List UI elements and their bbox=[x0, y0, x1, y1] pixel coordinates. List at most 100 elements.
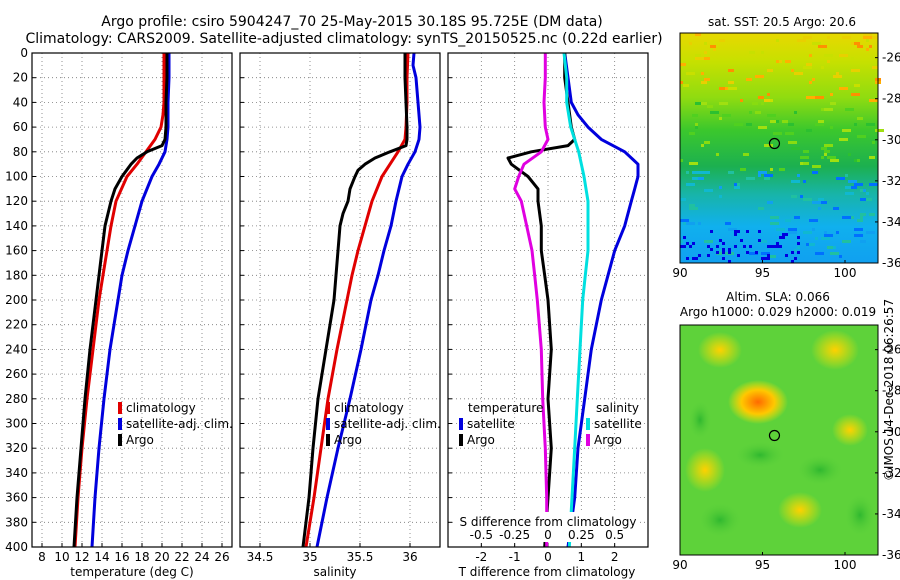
legend-argo-label: Argo bbox=[334, 433, 362, 447]
sst-pixel bbox=[815, 237, 818, 240]
sst-pixel bbox=[803, 198, 812, 201]
sst-pixel bbox=[809, 243, 815, 246]
sla-blob bbox=[796, 454, 844, 486]
sst-pixel bbox=[806, 243, 809, 246]
sst-pixel bbox=[842, 216, 851, 219]
sst-pixel bbox=[851, 186, 857, 189]
sst-pixel bbox=[722, 242, 725, 245]
sst-pixel bbox=[818, 201, 827, 204]
sst-pixel bbox=[728, 87, 737, 90]
sst-pixel bbox=[767, 69, 773, 72]
sst-pixel bbox=[719, 87, 725, 90]
sst-pixel bbox=[827, 156, 836, 159]
sst-pixel bbox=[722, 114, 731, 117]
sst-pixel bbox=[866, 192, 869, 195]
sst-pixel bbox=[866, 198, 872, 201]
sst-pixel bbox=[854, 123, 857, 126]
y-tick-label: 60 bbox=[13, 120, 28, 134]
x-tick-label: 34.5 bbox=[247, 550, 274, 564]
sst-pixel bbox=[827, 246, 833, 249]
s-tick-label: 0 bbox=[544, 528, 552, 542]
sst-pixel bbox=[866, 48, 869, 51]
sst-pixel bbox=[728, 171, 734, 174]
legend-argo-swatch bbox=[326, 434, 330, 446]
y-tick-label: 340 bbox=[5, 466, 28, 480]
sst-pixel bbox=[824, 108, 833, 111]
sst-pixel bbox=[695, 57, 704, 60]
sst-pixel bbox=[710, 45, 716, 48]
x-tick-label: 12 bbox=[74, 550, 89, 564]
sst-pixel bbox=[767, 245, 770, 248]
s-difference-label: S difference from climatology bbox=[460, 515, 637, 529]
sst-pixel bbox=[716, 245, 719, 248]
t-difference-xlabel: T difference from climatology bbox=[458, 565, 636, 579]
legend-argo-swatch bbox=[118, 434, 122, 446]
sst-pixel bbox=[737, 183, 740, 186]
sst-pixel bbox=[680, 198, 686, 201]
sst-pixel bbox=[803, 66, 812, 69]
sst-pixel bbox=[839, 138, 848, 141]
y-tick-label: 80 bbox=[13, 145, 28, 159]
sst-pixel bbox=[689, 204, 695, 207]
sst-pixel bbox=[824, 234, 833, 237]
sst-pixel bbox=[701, 171, 710, 174]
sst-pixel bbox=[695, 33, 701, 36]
sst-pixel bbox=[701, 81, 707, 84]
sst-pixel bbox=[770, 222, 779, 225]
sst-pixel bbox=[845, 108, 854, 111]
sst-pixel bbox=[824, 153, 827, 156]
sst-pixel bbox=[833, 75, 842, 78]
sst-pixel bbox=[749, 51, 755, 54]
sst-pixel bbox=[797, 242, 800, 245]
sst-pixel bbox=[680, 81, 683, 84]
map-x-tick-label: 95 bbox=[755, 558, 770, 572]
map-x-tick-label: 90 bbox=[672, 266, 687, 280]
temperature-axes-frame bbox=[31, 52, 233, 548]
sst-pixel bbox=[746, 78, 752, 81]
sst-pixel bbox=[752, 102, 758, 105]
sst-pixel bbox=[698, 102, 707, 105]
temperature-xlabel: temperature (deg C) bbox=[70, 565, 193, 579]
legend-temperature-title: temperature bbox=[468, 401, 543, 415]
x-tick-label: 8 bbox=[38, 550, 46, 564]
sst-map-title: sat. SST: 20.5 Argo: 20.6 bbox=[708, 15, 856, 29]
sst-pixel bbox=[809, 81, 812, 84]
header-line1: Argo profile: csiro 5904247_70 25-May-20… bbox=[101, 14, 603, 30]
sst-pixel bbox=[707, 254, 710, 257]
sla-blob bbox=[698, 502, 742, 538]
sst-pixel bbox=[728, 81, 734, 84]
sst-pixel bbox=[797, 246, 800, 249]
legend-satellite-label: satellite-adj. clim. bbox=[334, 417, 441, 431]
map-x-tick-label: 100 bbox=[834, 558, 857, 572]
sst-pixel bbox=[770, 120, 776, 123]
sst-pixel bbox=[746, 251, 749, 254]
header-line2: Climatology: CARS2009. Satellite-adjuste… bbox=[25, 31, 662, 47]
sst-pixel bbox=[758, 96, 764, 99]
sst-pixel bbox=[728, 248, 731, 251]
sla-blob bbox=[698, 332, 742, 368]
legend-t-argo-swatch bbox=[459, 434, 463, 446]
sst-pixel bbox=[761, 252, 770, 255]
sst-pixel bbox=[719, 239, 722, 242]
sst-pixel bbox=[851, 69, 860, 72]
sst-pixel bbox=[770, 255, 776, 258]
sst-pixel bbox=[758, 230, 761, 233]
sst-pixel bbox=[824, 54, 833, 57]
sst-pixel bbox=[830, 93, 833, 96]
sst-pixel bbox=[692, 177, 698, 180]
sst-pixel bbox=[848, 180, 857, 183]
sst-pixel bbox=[767, 114, 776, 117]
sst-pixel bbox=[776, 39, 779, 42]
legend-satellite-swatch bbox=[326, 418, 330, 430]
legend-s-argo-label: Argo bbox=[594, 433, 622, 447]
sst-pixel bbox=[860, 213, 866, 216]
map-y-tick-label: -36 bbox=[882, 548, 900, 562]
sst-pixel bbox=[791, 260, 794, 263]
temperature-tick-labels: 8 10 12 14 16 18 20 22 24 26 bbox=[38, 550, 229, 564]
sst-pixel bbox=[776, 60, 779, 63]
series-line-climatology bbox=[73, 53, 166, 547]
sst-pixel bbox=[719, 195, 722, 198]
sst-pixel bbox=[857, 219, 863, 222]
sst-pixel bbox=[863, 189, 866, 192]
sst-pixel bbox=[737, 254, 740, 257]
